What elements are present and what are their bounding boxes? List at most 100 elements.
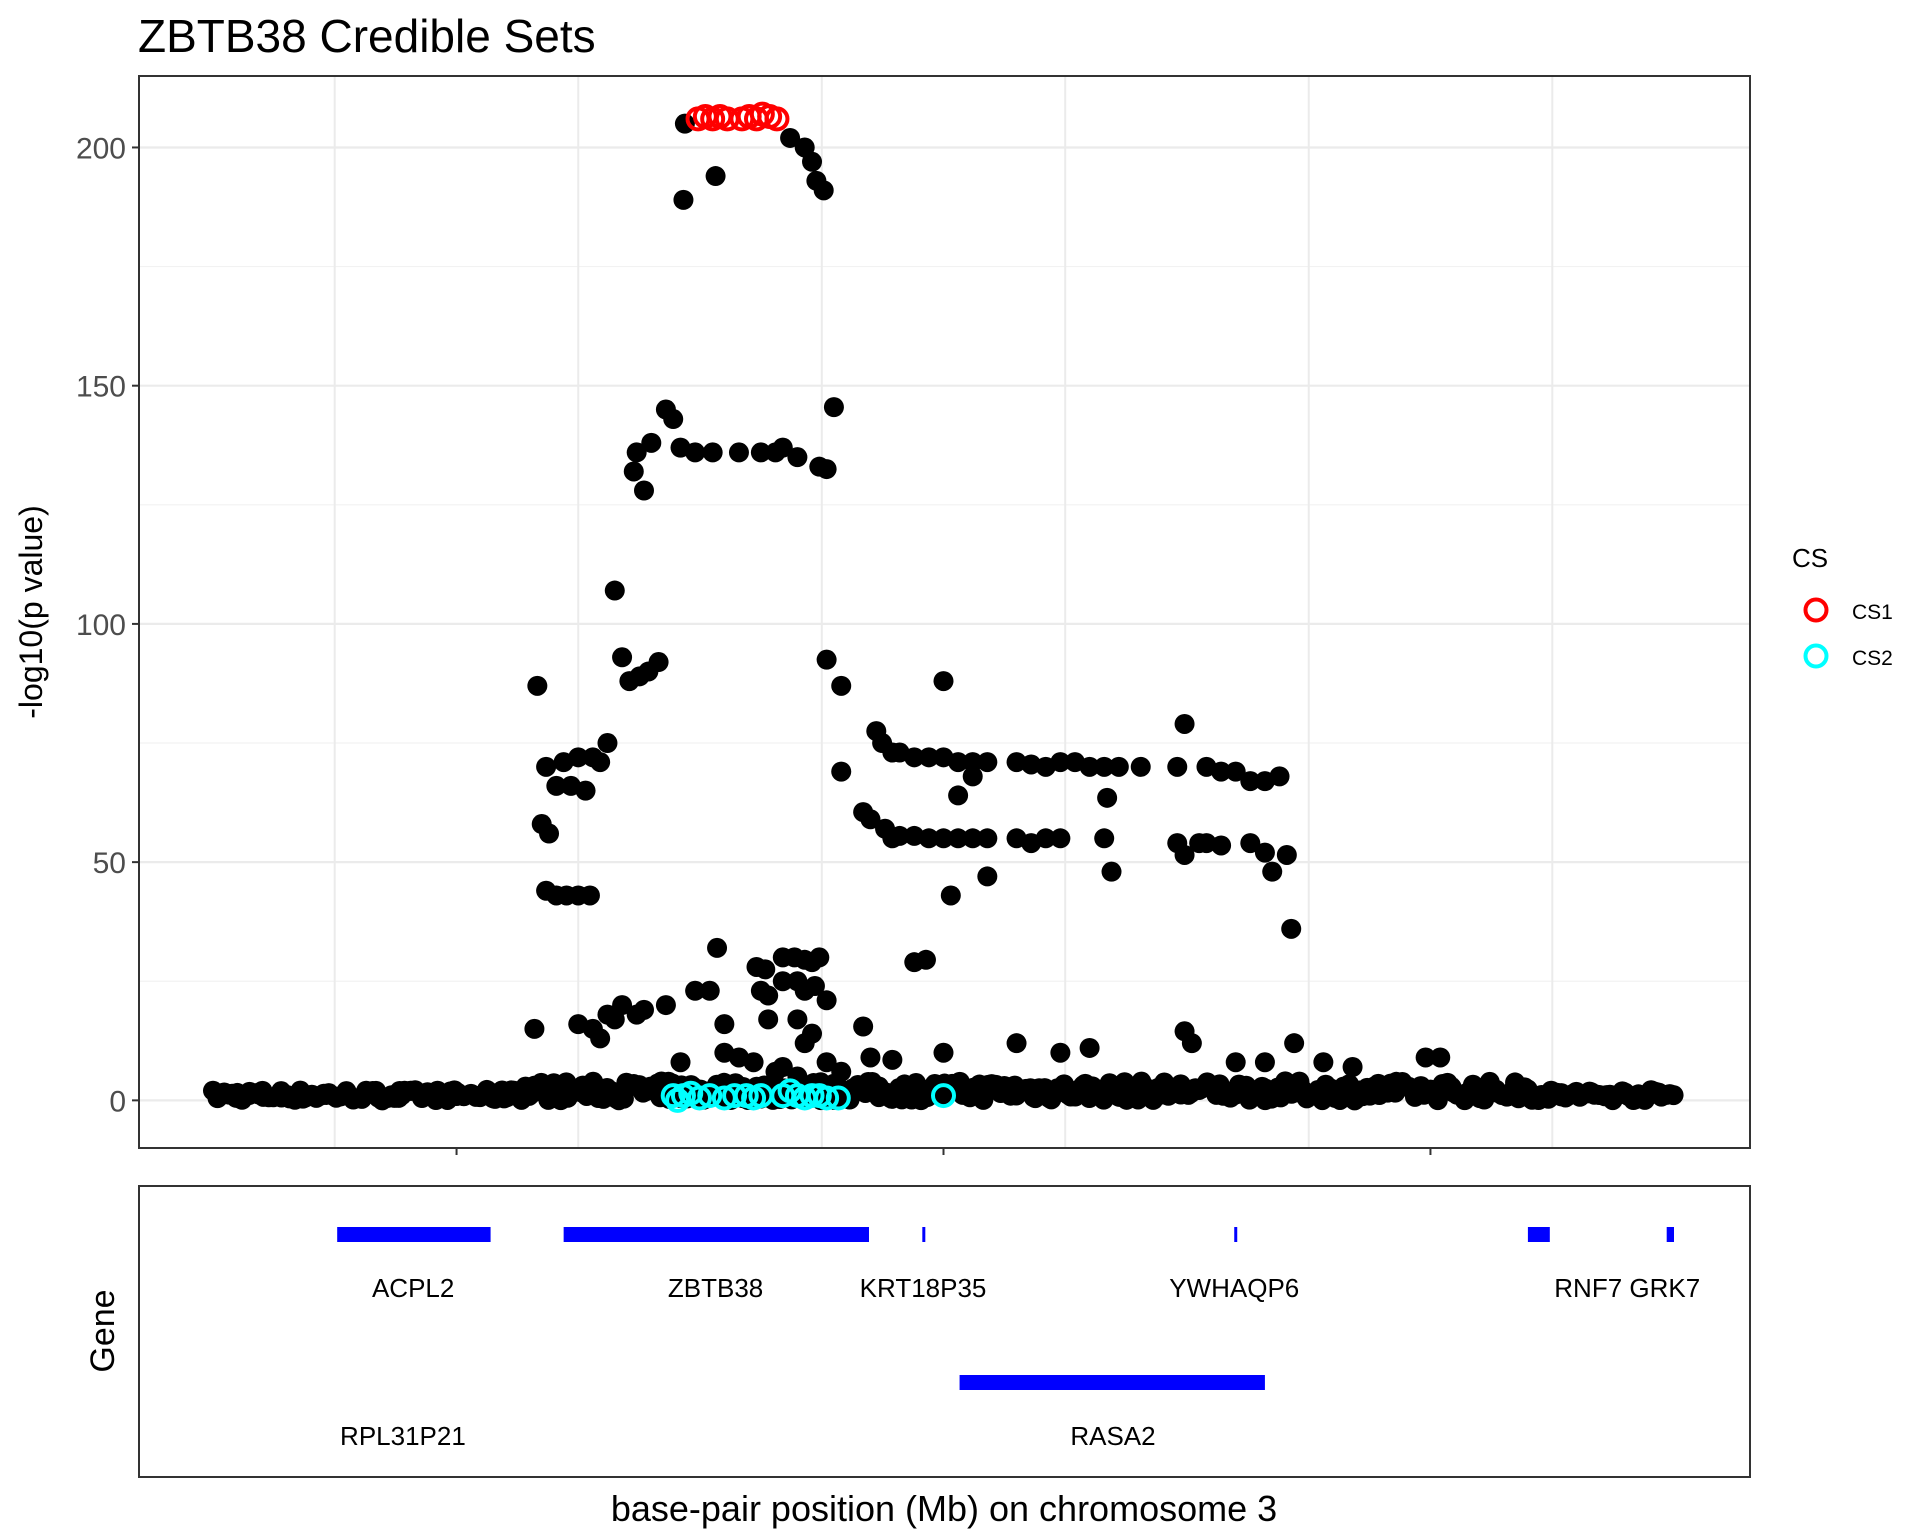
data-point bbox=[539, 823, 560, 844]
data-point bbox=[1108, 756, 1129, 777]
data-point bbox=[670, 1052, 691, 1073]
data-point bbox=[1050, 1042, 1071, 1063]
data-point bbox=[648, 652, 669, 673]
data-point bbox=[524, 1018, 545, 1039]
data-point bbox=[933, 671, 954, 692]
data-point bbox=[728, 442, 749, 463]
data-point bbox=[940, 885, 961, 906]
legend-label-cs1: CS1 bbox=[1852, 601, 1893, 624]
data-point bbox=[663, 409, 684, 430]
data-point bbox=[962, 766, 983, 787]
data-point bbox=[743, 1052, 764, 1073]
cs2-point bbox=[825, 1085, 851, 1111]
data-point bbox=[816, 459, 837, 480]
data-point bbox=[626, 442, 647, 463]
data-point bbox=[1663, 1085, 1684, 1106]
y-axis-ticks: 0 50 100 150 200 bbox=[76, 132, 139, 1118]
legend-key-cs2 bbox=[1803, 643, 1829, 669]
data-point bbox=[962, 752, 983, 773]
data-point bbox=[889, 825, 910, 846]
data-point bbox=[1167, 756, 1188, 777]
gene-label: RNF7 GRK7 bbox=[1554, 1273, 1700, 1303]
data-point bbox=[604, 580, 625, 601]
data-point bbox=[1181, 1033, 1202, 1054]
data-point bbox=[831, 761, 852, 782]
data-point bbox=[1094, 756, 1115, 777]
y-tick-label: 50 bbox=[93, 847, 126, 880]
data-point bbox=[948, 828, 969, 849]
gene-bar-rasa2 bbox=[959, 1375, 1265, 1390]
data-point bbox=[809, 947, 830, 968]
gene-bar-krt18p35 bbox=[922, 1227, 926, 1242]
data-point bbox=[590, 752, 611, 773]
gene-label: YWHAQP6 bbox=[1169, 1273, 1299, 1303]
gene-bar-acpl2 bbox=[337, 1227, 491, 1242]
data-points bbox=[203, 101, 1684, 1113]
data-point bbox=[674, 113, 695, 134]
data-point bbox=[758, 1009, 779, 1030]
y-axis-label: -log10(p value) bbox=[13, 505, 49, 718]
legend-label-cs2: CS2 bbox=[1852, 647, 1893, 670]
gene-bar-zbtb38 bbox=[563, 1227, 869, 1242]
data-point bbox=[804, 976, 825, 997]
data-point bbox=[904, 952, 925, 973]
data-point bbox=[597, 733, 618, 754]
data-point bbox=[685, 442, 706, 463]
data-point bbox=[1284, 1033, 1305, 1054]
data-point bbox=[1281, 918, 1302, 939]
chart-title: ZBTB38 Credible Sets bbox=[138, 10, 596, 62]
data-point bbox=[813, 180, 834, 201]
cs2-point bbox=[660, 1083, 686, 1109]
data-point bbox=[933, 828, 954, 849]
data-point bbox=[780, 127, 801, 148]
data-point bbox=[787, 447, 808, 468]
data-point bbox=[1240, 833, 1261, 854]
data-point bbox=[962, 828, 983, 849]
grid-lines bbox=[139, 76, 1750, 1148]
data-point bbox=[1276, 844, 1297, 865]
data-point bbox=[1240, 771, 1261, 792]
data-point bbox=[860, 1047, 881, 1068]
data-point bbox=[1313, 1052, 1334, 1073]
data-point bbox=[860, 809, 881, 830]
data-point bbox=[1225, 1052, 1246, 1073]
data-point bbox=[823, 397, 844, 418]
data-point bbox=[1254, 842, 1275, 863]
cs2-point bbox=[814, 1085, 840, 1111]
gene-bar-ywhaqp6 bbox=[1234, 1227, 1238, 1242]
scatter-panel-background bbox=[139, 76, 1750, 1148]
gene-bar-rnf7 bbox=[1527, 1227, 1550, 1242]
data-point bbox=[1101, 861, 1122, 882]
data-point bbox=[831, 1061, 852, 1082]
data-point bbox=[772, 971, 793, 992]
data-point bbox=[1130, 756, 1151, 777]
gene-label: KRT18P35 bbox=[860, 1273, 987, 1303]
cs2-point bbox=[799, 1083, 825, 1109]
legend: CS CS1 CS2 bbox=[1792, 543, 1893, 670]
data-point bbox=[918, 828, 939, 849]
data-point bbox=[816, 990, 837, 1011]
data-point bbox=[546, 775, 567, 796]
data-point bbox=[1430, 1047, 1451, 1068]
data-point bbox=[1262, 861, 1283, 882]
gene-panel-y-label: Gene bbox=[84, 1289, 122, 1372]
y-tick-label: 150 bbox=[76, 371, 126, 404]
data-point bbox=[633, 999, 654, 1020]
data-point bbox=[590, 1028, 611, 1049]
data-point bbox=[1174, 844, 1195, 865]
data-point bbox=[685, 980, 706, 1001]
data-point bbox=[1254, 1052, 1275, 1073]
y-tick-label: 200 bbox=[76, 132, 126, 165]
cs2-point bbox=[931, 1083, 956, 1109]
y-tick-label: 100 bbox=[76, 609, 126, 642]
legend-title: CS bbox=[1792, 543, 1828, 573]
data-point bbox=[1211, 835, 1232, 856]
data-point bbox=[1097, 787, 1118, 808]
data-point bbox=[1050, 828, 1071, 849]
data-point bbox=[816, 1052, 837, 1073]
data-point bbox=[772, 437, 793, 458]
data-point bbox=[933, 1042, 954, 1063]
gene-label: RPL31P21 bbox=[340, 1421, 466, 1451]
data-point bbox=[755, 959, 776, 980]
